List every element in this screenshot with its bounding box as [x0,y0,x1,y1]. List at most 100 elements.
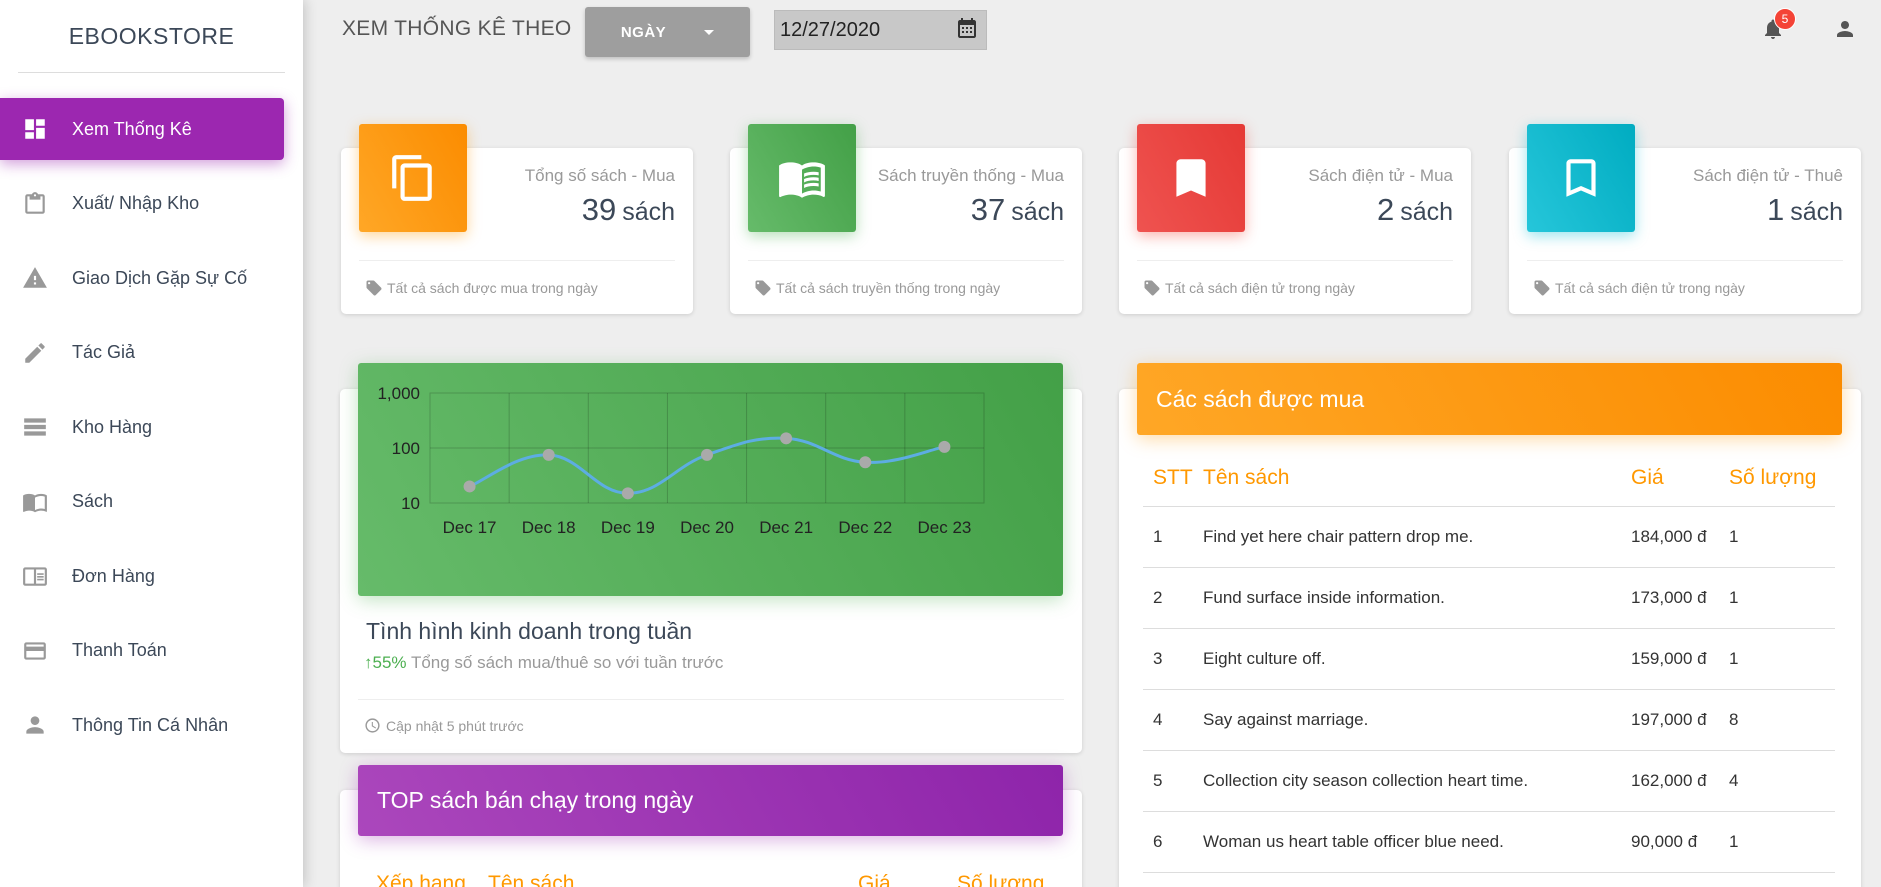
book-icon [20,487,50,517]
top-books-card: TOP sách bán chạy trong ngày Xếp hạng Tê… [340,765,1082,887]
cell-price: 173,000 đ [1631,567,1729,629]
pencil-icon [20,338,50,368]
stat-value: 39 sách [582,192,675,228]
calendar-icon[interactable] [955,17,979,41]
column-header-name[interactable]: Tên sách [488,872,575,887]
chart-title: Tình hình kinh doanh trong tuần [366,618,693,644]
stat-value: 37 sách [971,192,1064,228]
cell-name: Find yet here chair pattern drop me. [1203,506,1631,568]
sidebar-item-payments[interactable]: Thanh Toán [0,620,284,682]
notification-badge: 5 [1774,8,1796,30]
sidebar-nav: Xem Thống Kê Xuất/ Nhập Kho Giao Dịch Gặ… [0,73,303,756]
table-row[interactable]: 1 Find yet here chair pattern drop me. 1… [1143,506,1835,568]
stat-card-ebook-rent: Sách điện tử - Thuê 1 sách Tất cả sách đi… [1509,124,1861,314]
date-input[interactable] [774,10,987,50]
cell-price: 162,000 đ [1631,750,1729,812]
clock-icon [365,718,380,733]
app-logo[interactable]: EBOOKSTORE [0,0,303,73]
chart-subtitle-text: Tổng số sách mua/thuê so với tuần trước [410,653,724,672]
sidebar-item-books[interactable]: Sách [0,471,284,533]
cell-index: 2 [1143,567,1203,629]
cell-name: Eight culture off. [1203,628,1631,690]
data-point[interactable] [859,456,872,469]
user-menu-button[interactable] [1833,17,1857,41]
data-point[interactable] [938,440,951,453]
x-tick-label: Dec 20 [680,518,734,537]
data-point[interactable] [780,432,793,445]
sidebar-item-failed-transactions[interactable]: Giao Dịch Gặp Sự Cố [0,247,284,309]
notifications-button[interactable]: 5 [1761,8,1796,41]
sidebar-item-orders[interactable]: Đơn Hàng [0,545,284,607]
copy-icon [359,124,467,232]
tag-icon [1144,280,1160,296]
column-header-index[interactable]: STT [1143,451,1203,507]
column-header-rank[interactable]: Xếp hạng [376,872,466,887]
bookmark-outline-icon [1527,124,1635,232]
cell-name: Fund surface inside information. [1203,567,1631,629]
x-tick-label: Dec 21 [759,518,813,537]
list-icon [20,412,50,442]
stat-footer: Tất cả sách truyền thống trong ngày [754,279,1000,297]
data-point[interactable] [542,448,555,461]
stat-number: 2 [1376,192,1395,227]
table-row[interactable]: 5 Collection city season collection hear… [1143,750,1835,812]
cell-price: 159,000 đ [1631,628,1729,690]
cell-quantity: 8 [1729,689,1835,751]
cell-index: 5 [1143,750,1203,812]
data-point[interactable] [701,448,713,461]
column-header-price[interactable]: Giá [858,872,891,887]
sidebar-item-label: Xem Thống Kê [72,118,192,139]
data-point[interactable] [621,487,634,500]
cell-name: Collection city season collection heart … [1203,750,1631,812]
cell-quantity: 1 [1729,628,1835,690]
column-header-quantity[interactable]: Số lượng [957,872,1045,887]
column-header-quantity[interactable]: Số lượng [1729,451,1835,507]
data-point[interactable] [463,480,476,493]
stat-card-total: Tổng số sách - Mua 39 sách Tất cả sách đư… [341,124,693,314]
table-row[interactable]: 4 Say against marriage. 197,000 đ 8 [1143,689,1835,751]
table-row[interactable]: 2 Fund surface inside information. 173,0… [1143,567,1835,629]
sidebar-item-authors[interactable]: Tác Giả [0,322,284,384]
x-tick-label: Dec 19 [601,518,655,537]
stat-footer: Tất cả sách điện tử trong ngày [1533,279,1745,297]
sidebar-item-profile[interactable]: Thông Tin Cá Nhân [0,694,284,756]
x-tick-label: Dec 22 [838,518,892,537]
stat-value: 1 sách [1767,192,1843,228]
weekly-chart-card: 1,000 100 10 Dec 17 Dec 18 Dec 19 Dec 20 Dec 2… [340,363,1082,753]
stat-card-traditional: Sách truyền thống - Mua 37 sách Tất cả sá… [730,124,1082,314]
cell-index: 4 [1143,689,1203,751]
sidebar-item-statistics[interactable]: Xem Thống Kê [0,98,284,160]
sidebar-item-label: Thanh Toán [72,640,167,660]
stat-category: Tổng số sách - Mua [524,166,675,185]
stat-number: 37 [970,192,1006,227]
x-tick-label: Dec 18 [522,518,576,537]
line-chart: 1,000 100 10 Dec 17 Dec 18 Dec 19 Dec 20 Dec 2… [377,384,985,537]
sidebar-item-label: Đơn Hàng [72,565,155,586]
arrow-up-icon: ↑ [364,653,373,672]
stat-footer: Tất cả sách được mua trong ngày [365,279,598,297]
column-header-name[interactable]: Tên sách [1203,451,1631,507]
cell-price: 197,000 đ [1631,689,1729,751]
cell-index: 6 [1143,811,1203,873]
person-icon [1837,21,1853,37]
divider [359,260,675,261]
sidebar-item-warehouse[interactable]: Kho Hàng [0,396,284,458]
stat-card-ebook-buy: Sách điện tử - Mua 2 sách Tất cả sách điệ… [1119,124,1471,314]
column-header-price[interactable]: Giá [1631,451,1729,507]
purchased-books-title: Các sách được mua [1137,363,1842,435]
y-tick-label: 100 [392,439,420,458]
table-row[interactable]: 3 Eight culture off. 159,000 đ 1 [1143,628,1835,690]
stat-unit: sách [1400,198,1453,226]
table-row[interactable]: 6 Woman us heart table officer blue need… [1143,811,1835,873]
tag-icon [755,280,771,296]
change-percent: 55% [372,653,407,672]
chart-updated-text: Cập nhật 5 phút trước [386,717,524,734]
sidebar-item-label: Xuất/ Nhập Kho [72,193,200,213]
sidebar-item-label: Sách [72,491,114,511]
bookmark-icon [1137,124,1245,232]
cell-index: 3 [1143,628,1203,690]
stat-footer: Tất cả sách điện tử trong ngày [1143,279,1355,297]
period-select[interactable]: NGÀY [585,7,750,57]
stat-category: Sách điện tử - Thuê [1693,166,1843,185]
sidebar-item-inventory-io[interactable]: Xuất/ Nhập Kho [0,173,284,235]
